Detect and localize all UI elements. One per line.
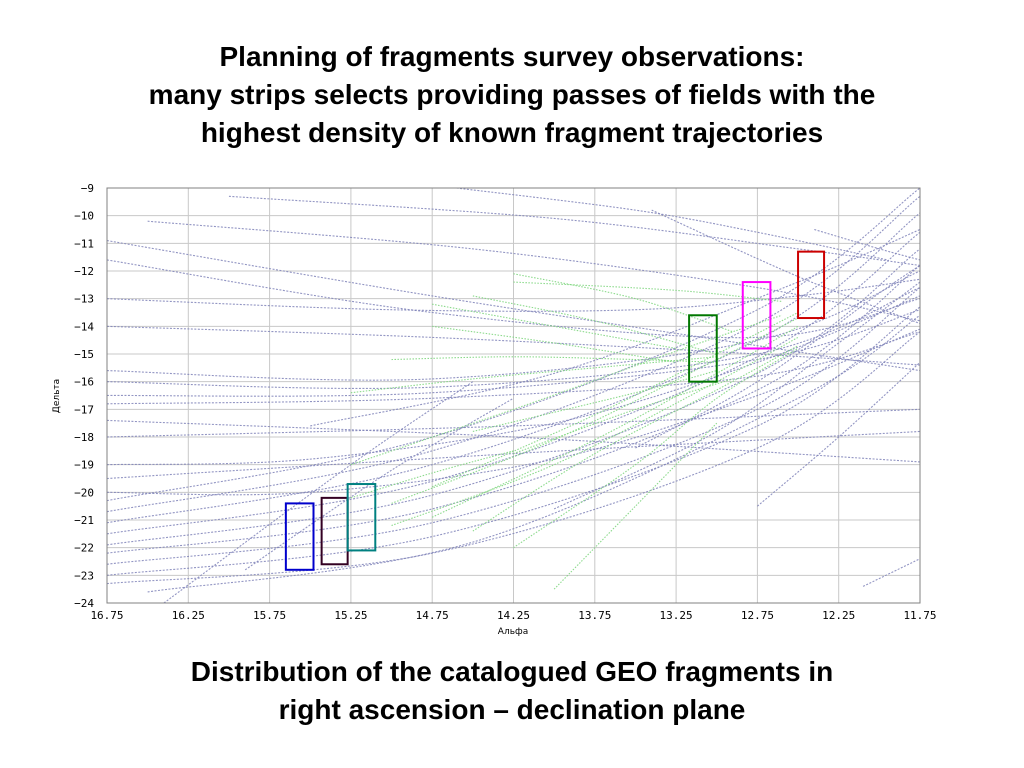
blue-trajectory-line bbox=[862, 558, 921, 587]
y-tick-label: −9 bbox=[81, 182, 94, 195]
slide-title-line-1: Planning of fragments survey observation… bbox=[219, 41, 805, 72]
x-tick-label: 14.75 bbox=[416, 609, 449, 622]
blue-trajectory-line bbox=[106, 240, 921, 372]
y-tick-label: −12 bbox=[74, 265, 94, 278]
survey-field-rectangle bbox=[797, 250, 826, 320]
x-tick-label: 12.75 bbox=[741, 609, 774, 622]
y-tick-label: −11 bbox=[74, 237, 94, 250]
survey-field-rectangle bbox=[284, 502, 315, 571]
green-trajectory-line bbox=[350, 450, 514, 499]
green-trajectory-line bbox=[472, 345, 799, 532]
blue-trajectory-line bbox=[106, 231, 921, 535]
blue-trajectory-line bbox=[651, 209, 921, 325]
green-trajectory-line bbox=[472, 370, 717, 433]
blue-trajectory-line bbox=[244, 397, 514, 571]
y-tick-label: −16 bbox=[74, 376, 94, 389]
blue-trajectory-line bbox=[106, 306, 921, 576]
x-axis-label: Альфа bbox=[498, 627, 528, 637]
green-trajectory-line bbox=[513, 273, 734, 333]
y-axis-label: Дельта bbox=[52, 379, 62, 413]
blue-trajectory-line bbox=[106, 328, 921, 496]
blue-trajectory-line bbox=[106, 248, 921, 546]
blue-trajectory-line bbox=[814, 228, 921, 261]
y-tick-label: −17 bbox=[74, 403, 94, 416]
x-tick-label: 12.25 bbox=[822, 609, 855, 622]
blue-trajectory-line bbox=[310, 228, 921, 427]
green-trajectory-line bbox=[350, 356, 717, 394]
blue-trajectory-line bbox=[106, 331, 921, 585]
blue-trajectory-line bbox=[106, 278, 921, 312]
green-trajectory-line bbox=[391, 317, 799, 504]
x-tick-label: 11.75 bbox=[903, 609, 936, 622]
y-tick-label: −22 bbox=[74, 542, 94, 555]
blue-trajectory-line bbox=[635, 265, 921, 449]
y-tick-labels: −9 −10 −11 −12 −13 −14 −15 −16 −17 −18 −19 −20 −21 −2… bbox=[74, 182, 94, 610]
green-trajectory-line bbox=[513, 378, 734, 455]
y-tick-label: −21 bbox=[74, 514, 94, 527]
blue-trajectory-line bbox=[106, 265, 921, 554]
green-trajectory-line bbox=[350, 314, 782, 466]
y-tick-label: −19 bbox=[74, 459, 94, 472]
blue-trajectory-line bbox=[106, 187, 921, 502]
y-tick-label: −15 bbox=[74, 348, 94, 361]
green-trajectory-line bbox=[391, 356, 717, 363]
blue-trajectory-line bbox=[456, 187, 888, 261]
green-trajectory-line bbox=[553, 422, 718, 590]
x-tick-label: 15.25 bbox=[334, 609, 367, 622]
x-tick-label: 16.75 bbox=[90, 609, 123, 622]
blue-trajectory-line bbox=[106, 287, 921, 390]
y-tick-label: −24 bbox=[74, 597, 94, 610]
survey-field-rectangle bbox=[346, 483, 377, 552]
blue-trajectory-line bbox=[106, 259, 921, 339]
x-tick-label: 14.25 bbox=[497, 609, 530, 622]
slide-caption-line-2: right ascension – declination plane bbox=[278, 694, 746, 725]
green-trajectory-line bbox=[391, 336, 799, 527]
blue-trajectory-line bbox=[147, 220, 921, 322]
blue-trajectory-line bbox=[757, 361, 921, 507]
slide-caption-line-1: Distribution of the catalogued GEO fragm… bbox=[190, 656, 834, 687]
slide-title-line-3: highest density of known fragment trajec… bbox=[200, 117, 824, 148]
slide-caption: Distribution of the catalogued GEO fragm… bbox=[0, 653, 1024, 729]
y-tick-label: −13 bbox=[74, 293, 94, 306]
blue-trajectory-line bbox=[553, 281, 921, 510]
x-tick-label: 13.25 bbox=[660, 609, 693, 622]
blue-trajectory-line bbox=[106, 408, 921, 438]
survey-field-rectangle bbox=[688, 314, 718, 383]
green-trajectory-line bbox=[432, 303, 677, 350]
blue-trajectory-line bbox=[106, 270, 921, 381]
trajectory-lines bbox=[106, 187, 921, 604]
blue-trajectory-line bbox=[106, 325, 921, 366]
y-tick-label: −10 bbox=[74, 210, 94, 223]
y-tick-label: −18 bbox=[74, 431, 94, 444]
x-tick-label: 15.75 bbox=[253, 609, 286, 622]
slide-title: Planning of fragments survey observation… bbox=[0, 38, 1024, 152]
blue-trajectory-line bbox=[106, 295, 921, 466]
blue-trajectory-line bbox=[106, 309, 921, 397]
y-tick-label: −14 bbox=[74, 320, 94, 333]
blue-trajectory-line bbox=[106, 287, 921, 565]
blue-trajectory-line bbox=[106, 195, 921, 513]
blue-trajectory-line bbox=[106, 331, 921, 405]
blue-trajectory-line bbox=[228, 195, 921, 267]
y-tick-label: −23 bbox=[74, 569, 94, 582]
green-trajectory-line bbox=[432, 325, 677, 363]
green-trajectory-line bbox=[431, 312, 799, 488]
slide-title-line-2: many strips selects providing passes of … bbox=[148, 79, 876, 110]
green-trajectory-line bbox=[513, 281, 782, 302]
plot-frame bbox=[106, 187, 921, 604]
survey-field-rectangle bbox=[741, 281, 772, 350]
y-tick-label: −20 bbox=[74, 486, 94, 499]
blue-trajectory-line bbox=[147, 314, 921, 593]
blue-trajectory-line bbox=[106, 212, 921, 524]
green-trajectory-line bbox=[472, 295, 717, 355]
green-trajectory-line bbox=[431, 325, 799, 518]
x-tick-label: 13.75 bbox=[578, 609, 611, 622]
x-tick-labels: 16.75 16.25 15.75 15.25 14.75 14.25 13.75 13.25… bbox=[90, 609, 936, 622]
x-tick-label: 16.25 bbox=[172, 609, 205, 622]
blue-trajectory-line bbox=[106, 419, 921, 463]
survey-field-rectangles bbox=[284, 250, 826, 571]
